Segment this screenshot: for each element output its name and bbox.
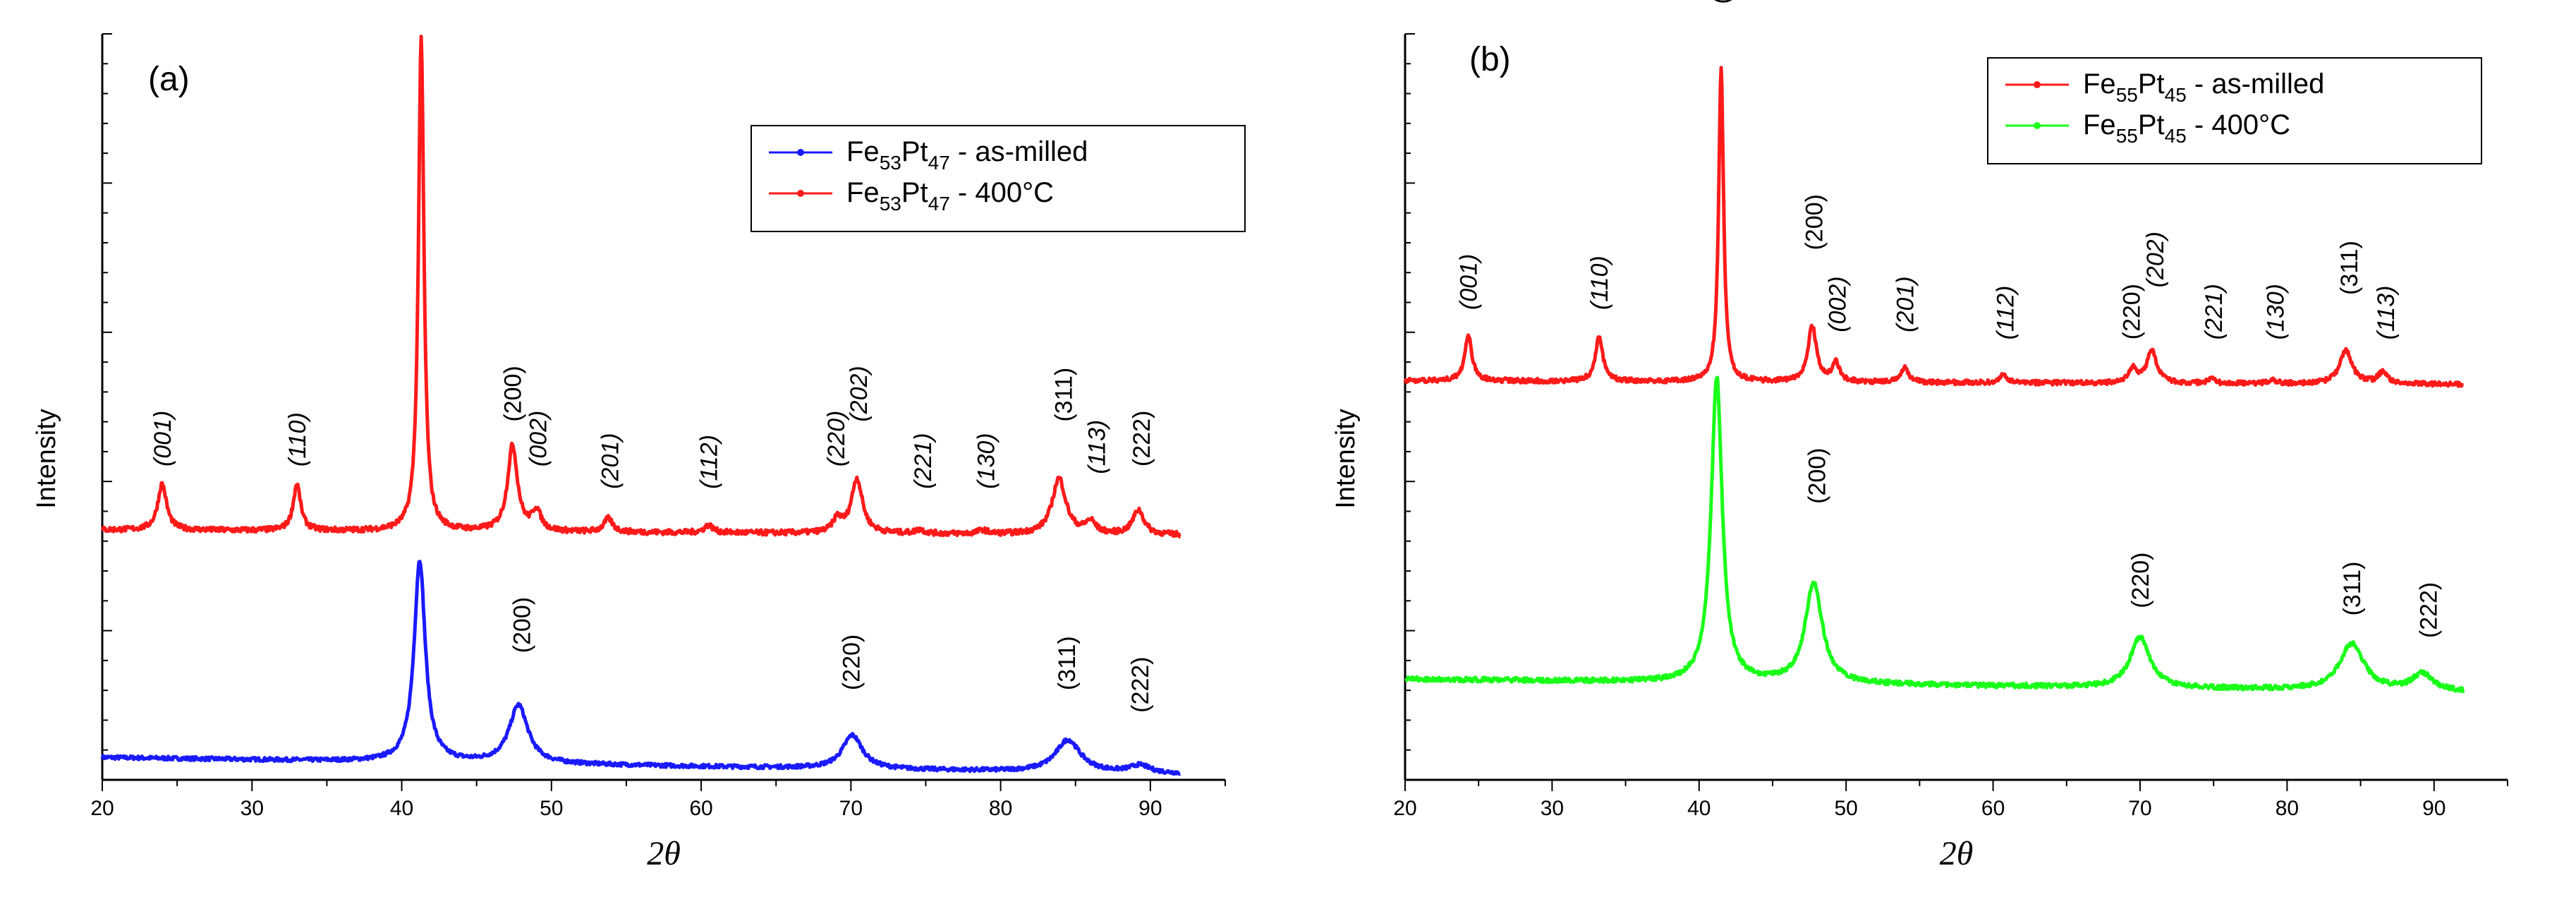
series-as-milled-line <box>100 560 1181 776</box>
x-tick-label: 50 <box>1835 797 1858 820</box>
peak-annotation: (201) <box>1892 276 1919 332</box>
legend-text-post: - 400°C <box>2187 109 2290 140</box>
peak-annotation: (110) <box>284 412 311 466</box>
legend-box <box>751 125 1246 232</box>
peak-annotation: (200) <box>1804 448 1831 504</box>
peak-annotation: (311) <box>1054 636 1081 690</box>
legend-text-mid: Pt <box>901 136 928 167</box>
x-tick-label: 30 <box>1541 797 1564 820</box>
legend-entry-label: Fe53Pt47 - as-milled <box>846 136 1088 174</box>
peak-annotation: (130) <box>2263 284 2290 339</box>
legend-text-s2: 45 <box>2165 84 2187 106</box>
panel-label: (b) <box>1469 41 1511 78</box>
x-tick-label: 40 <box>390 797 413 820</box>
legend-text-s1: 55 <box>2116 84 2138 106</box>
x-tick-label: 80 <box>2276 797 2299 820</box>
legend-text-post: - 400°C <box>950 177 1054 208</box>
series-annealed-line <box>100 35 1181 538</box>
legend-text-s2: 47 <box>928 193 950 215</box>
y-axis-label: Intensity <box>32 409 61 509</box>
peak-annotation: (202) <box>846 366 873 421</box>
legend-text-s1: 53 <box>880 152 901 174</box>
x-tick-label: 60 <box>1981 797 2005 820</box>
legend-swatch-marker <box>2034 81 2041 88</box>
x-tick-label: 70 <box>839 797 863 820</box>
peak-annotation: (201) <box>597 433 624 488</box>
legend-text-mid: Pt <box>2138 68 2165 100</box>
x-axis-label: 2θ <box>1940 835 1974 872</box>
peak-annotation: (222) <box>2415 582 2442 638</box>
peak-annotation: (002) <box>1825 276 1852 332</box>
x-tick-label: 90 <box>1138 797 1162 820</box>
peak-annotation: (112) <box>1992 286 2019 340</box>
peak-annotation: (311) <box>2339 562 2366 616</box>
panel-a: 20 30 40 50 60 70 80 90 2θ Intensity (a) (001) (110)… <box>32 33 1246 872</box>
series-as-milled-line <box>1403 66 2465 388</box>
peak-annotation: (112) <box>696 435 723 489</box>
legend-text-s2: 47 <box>928 152 950 174</box>
legend-text-pre: Fe <box>2083 109 2116 140</box>
legend-entry-label: Fe53Pt47 - 400°C <box>846 177 1054 215</box>
legend-entry-label: Fe55Pt45 - as-milled <box>2083 68 2324 106</box>
x-tick-label: 30 <box>241 797 264 820</box>
legend-entry-label: Fe55Pt45 - 400°C <box>2083 109 2290 147</box>
peak-annotation: (220) <box>823 411 850 466</box>
peak-annotation: (001) <box>150 411 176 466</box>
x-tick-label: 70 <box>2128 797 2151 820</box>
legend-text-post: - as-milled <box>950 136 1088 167</box>
peak-annotation: (222) <box>1129 411 1155 466</box>
x-tick-label: 50 <box>540 797 563 820</box>
panel-b: 20 30 40 50 60 70 80 90 2θ Intensity (b) (001) (110)… <box>1331 0 2508 872</box>
legend-text-post: - as-milled <box>2187 68 2325 100</box>
peak-annotation: (220) <box>838 634 865 690</box>
peak-annotation: (202) <box>2142 231 2169 287</box>
peak-annotation: (110) <box>1586 255 1613 310</box>
peak-annotation: (113) <box>1083 420 1110 474</box>
legend-text-s1: 53 <box>880 193 901 215</box>
peak-annotation: (311) <box>2336 241 2363 295</box>
x-tick-label: 60 <box>689 797 712 820</box>
peak-annotation: (002) <box>525 411 552 466</box>
peak-annotation: (200) <box>500 366 527 421</box>
peak-annotation: (222) <box>1127 656 1154 712</box>
legend-text-mid: Pt <box>2138 109 2165 140</box>
peak-annotation: (311) <box>1051 368 1078 422</box>
peak-annotation: (200) <box>1801 194 1828 250</box>
x-tick-label: 90 <box>2422 797 2446 820</box>
x-tick-label: 40 <box>1687 797 1711 820</box>
y-axis-label: Intensity <box>1331 409 1361 509</box>
legend-text-pre: Fe <box>846 136 880 167</box>
x-tick-label: 20 <box>1393 797 1416 820</box>
x-tick-label: 80 <box>989 797 1012 820</box>
peak-annotation: (221) <box>2201 284 2228 339</box>
legend-text-pre: Fe <box>2083 68 2116 100</box>
x-axis-label: 2θ <box>647 835 681 872</box>
panel-label: (a) <box>148 61 190 98</box>
peak-annotation: (200) <box>509 597 535 653</box>
legend-swatch-marker <box>2034 122 2041 129</box>
series-annealed-line <box>1404 375 2465 694</box>
legend-text-mid: Pt <box>901 177 928 208</box>
peak-annotation: (220) <box>2118 284 2145 339</box>
peak-annotation: (001) <box>1456 254 1483 310</box>
peak-annotation: (220) <box>2127 553 2154 608</box>
peak-annotation: (111) <box>1708 0 1735 4</box>
peak-annotation: (130) <box>973 433 1000 488</box>
legend-text-s2: 45 <box>2165 125 2187 147</box>
legend-box <box>1987 57 2482 164</box>
peak-annotation: (221) <box>910 433 937 488</box>
legend-swatch-marker <box>797 190 804 197</box>
legend-text-s1: 55 <box>2116 125 2138 147</box>
legend-swatch-marker <box>797 149 804 156</box>
peak-annotation: (113) <box>2373 286 2400 340</box>
x-tick-label: 20 <box>90 797 114 820</box>
legend-text-pre: Fe <box>846 177 880 208</box>
